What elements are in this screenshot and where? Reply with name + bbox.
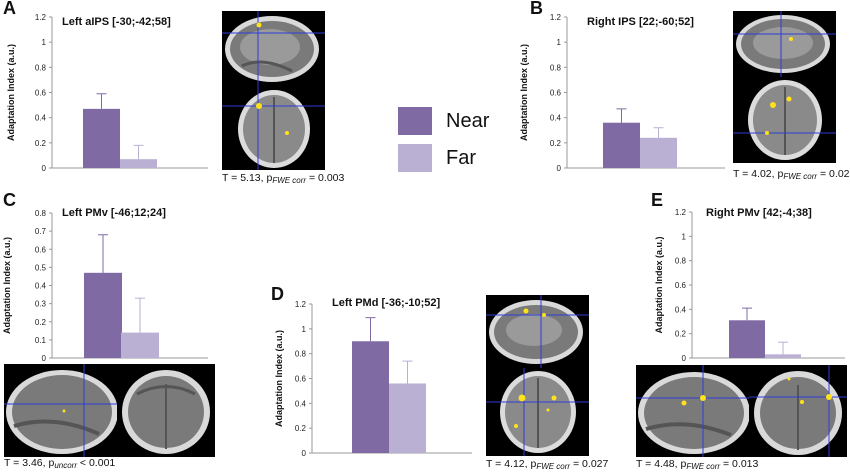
y-tick-label-a: 0.2 [35,139,47,148]
y-axis-label-d: Adaptation Index (a.u.) [274,330,284,427]
bar-chart-c: 0 0.1 0.2 0.3 0.4 0.5 0.6 0.7 0.8 Adaptation Inde… [2,209,208,363]
y-tick-label-d: 0.2 [295,424,307,433]
stat-e: T = 4.48, pFWE corr = 0.013 [636,458,759,471]
y-tick-label-d: 0.8 [295,350,307,359]
y-tick-label-b: 0.8 [550,63,562,72]
y-tick-label-a: 1 [42,38,47,47]
panel-letter-e: E [651,190,664,210]
brain-image-axial-d [486,368,589,456]
bar-d-near [352,341,389,453]
bar-c-near [84,272,122,358]
bar-a-far [120,159,157,168]
legend-label-far: Far [446,147,476,169]
panel-letter-c: C [3,190,16,210]
y-tick-label-e: 0 [682,354,687,363]
y-tick-label-b: 1.2 [550,13,562,22]
y-tick-label-a: 0 [42,164,47,173]
stat-a: T = 5.13, pFWE corr = 0.003 [222,172,345,185]
y-tick-label-d: 0.4 [295,399,307,408]
y-axis-label-c: Adaptation Index (a.u.) [2,237,12,334]
y-tick-label-a: 1.2 [35,13,47,22]
bar-chart-b: 0 0.2 0.4 0.6 0.8 1 1.2 Adaptation Index (a.u.) [519,13,725,173]
stat-d: T = 4.12, pFWE corr = 0.027 [486,458,609,471]
brain-image-sagittal-b [733,11,836,77]
bar-d-far [389,383,426,453]
y-axis-label-b: Adaptation Index (a.u.) [519,44,529,141]
chart-title-b: Right IPS [22;-60;52] [587,16,694,28]
y-tick-label-e: 1.2 [675,208,687,217]
y-tick-label-a: 0.6 [35,89,47,98]
y-tick-label-c: 0.7 [35,227,47,236]
bar-a-near [83,108,120,168]
bar-b-far [640,137,677,168]
y-tick-label-a: 0.4 [35,114,47,123]
brain-image-coronal-e [749,365,847,457]
panel-letter-d: D [271,284,284,304]
bar-b-near [603,122,640,168]
y-tick-label-e: 0.8 [675,257,687,266]
y-tick-label-c: 0.2 [35,318,47,327]
stat-c: T = 3.46, puncorr < 0.001 [4,457,116,470]
panel-letter-b: B [530,0,543,18]
y-tick-label-e: 1 [682,232,687,241]
y-tick-label-d: 1.2 [295,300,307,309]
y-tick-label-e: 0.6 [675,281,687,290]
legend-swatch-far [398,144,432,172]
y-tick-label-c: 0.8 [35,209,47,218]
y-tick-label-c: 0.1 [35,336,47,345]
y-tick-label-d: 0 [302,449,307,458]
brain-image-coronal-c [117,364,215,457]
bar-c-far [121,332,159,358]
bar-chart-d: 0 0.2 0.4 0.6 0.8 1 1.2 Adaptation Index (a.u.) [274,300,472,458]
y-axis-label-e: Adaptation Index (a.u.) [654,236,664,333]
y-tick-label-e: 0.2 [675,330,687,339]
chart-title-c: Left PMv [-46;12;24] [62,207,166,219]
brain-image-axial-b [733,77,836,163]
brain-image-sagittal-d [486,295,589,368]
chart-title-d: Left PMd [-36;-10;52] [332,297,441,309]
brain-image-sagittal-a [222,11,325,87]
y-tick-label-b: 1 [557,38,562,47]
y-tick-label-b: 0.6 [550,89,562,98]
y-tick-label-c: 0.6 [35,245,47,254]
y-tick-label-d: 0.6 [295,375,307,384]
bar-e-far [765,354,801,358]
y-tick-label-c: 0.4 [35,282,47,291]
brain-image-sagittal-c [4,364,117,457]
brain-image-axial-a [222,87,325,170]
panel-letter-a: A [3,0,16,18]
y-axis-label-a: Adaptation Index (a.u.) [6,44,16,141]
legend-label-near: Near [446,110,490,132]
y-tick-label-c: 0 [42,354,47,363]
bar-e-near [729,320,765,358]
y-tick-label-d: 1 [302,325,307,334]
y-tick-label-c: 0.5 [35,263,47,272]
y-tick-label-b: 0 [557,164,562,173]
brain-image-sagittal-e [636,365,749,457]
y-tick-label-e: 0.4 [675,305,687,314]
y-tick-label-c: 0.3 [35,300,47,309]
y-tick-label-a: 0.8 [35,63,47,72]
chart-title-a: Left aIPS [-30;-42;58] [62,16,171,28]
legend-swatch-near [398,107,432,135]
y-tick-label-b: 0.4 [550,114,562,123]
chart-title-e: Right PMv [42;-4;38] [706,207,812,219]
y-tick-label-b: 0.2 [550,139,562,148]
bar-chart-e: 0 0.2 0.4 0.6 0.8 1 1.2 Adaptation Index (a.u.) [654,208,845,363]
bar-chart-a: 0 0.2 0.4 0.6 0.8 1 1.2 Adaptation Index (a.u.) [6,13,208,173]
stat-b: T = 4.02, pFWE corr = 0.025 [733,168,850,181]
